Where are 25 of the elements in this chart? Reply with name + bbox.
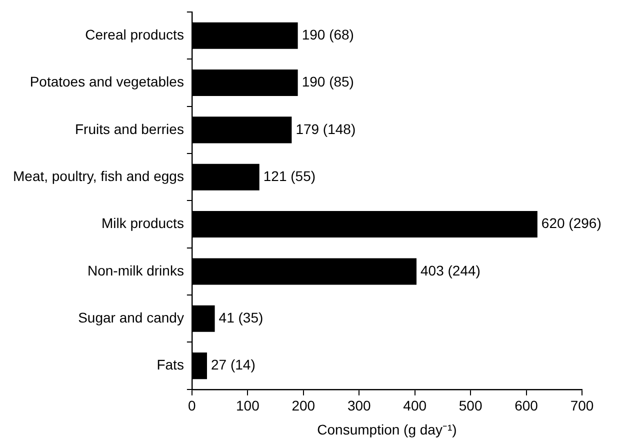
x-tick-label: 600 — [514, 398, 538, 414]
data-label: 179 (148) — [296, 120, 356, 137]
data-label: 121 (55) — [263, 168, 316, 184]
y-tick-label: Fruits and berries — [75, 120, 184, 137]
y-tick-label: Meat, poultry, fish and eggs — [12, 168, 184, 184]
x-tick-label: 200 — [292, 398, 316, 414]
x-tick-label: 0 — [188, 398, 196, 414]
y-tick-label: Fats — [156, 356, 184, 373]
x-tick-label: 700 — [570, 398, 594, 414]
x-tick-label: 400 — [403, 398, 427, 414]
y-tick-label: Cereal products — [85, 26, 184, 42]
y-tick-label: Milk products — [101, 215, 184, 232]
y-tick-label: Potatoes and vegetables — [30, 74, 184, 90]
x-tick-label: 500 — [458, 398, 482, 414]
x-tick-label: 100 — [236, 398, 260, 414]
y-tick-label: Non-milk drinks — [87, 262, 184, 278]
y-tick-label: Sugar and candy — [78, 309, 184, 326]
x-tick-label: 300 — [347, 398, 372, 414]
x-axis-title: Consumption (g day⁻¹) — [317, 421, 457, 438]
data-label: 620 (296) — [541, 215, 602, 232]
data-label: 190 (85) — [302, 74, 354, 90]
data-label: 27 (14) — [210, 356, 256, 373]
data-label: 403 (244) — [420, 262, 480, 278]
data-label: 190 (68) — [302, 26, 354, 42]
data-label: 41 (35) — [218, 309, 264, 326]
